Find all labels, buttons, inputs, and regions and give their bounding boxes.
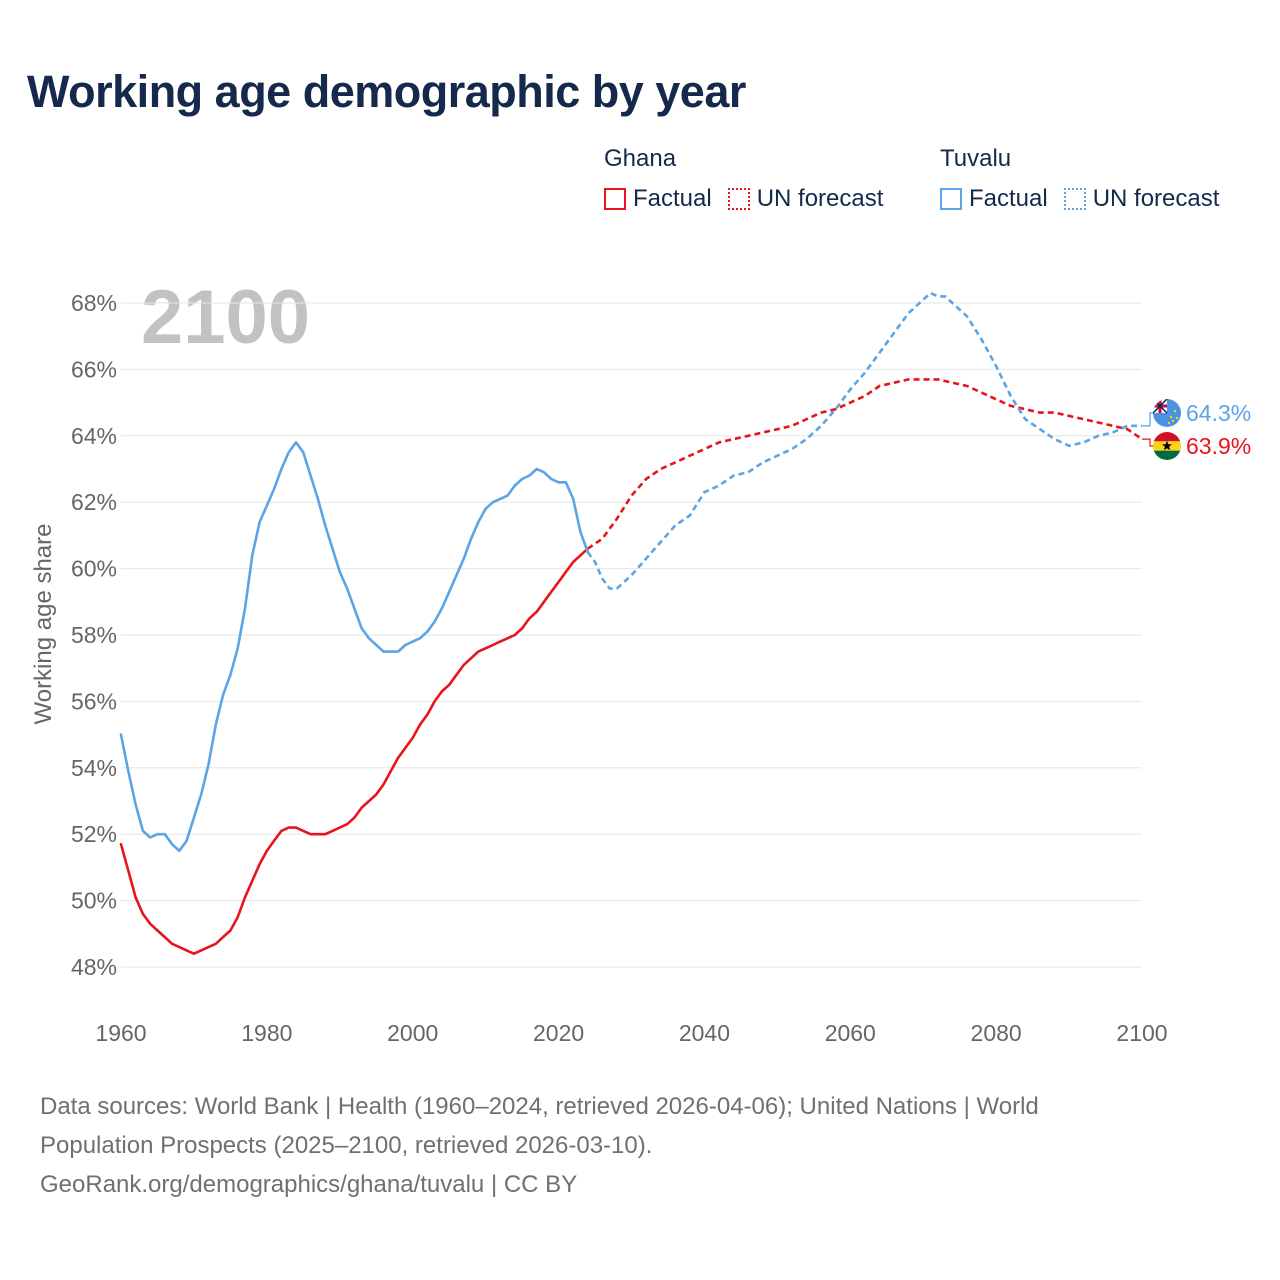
y-tick-label: 64% xyxy=(71,423,117,449)
tuvalu-end-value-label: 64.3% xyxy=(1186,400,1251,426)
source-note: Data sources: World Bank | Health (1960–… xyxy=(40,1087,1250,1204)
legend-item-ghana-factual[interactable]: Factual xyxy=(604,185,712,213)
x-tick-label: 2080 xyxy=(971,1020,1022,1046)
y-tick-label: 68% xyxy=(71,290,117,316)
x-tick-label: 2000 xyxy=(387,1020,438,1046)
legend-label: UN forecast xyxy=(1092,185,1220,212)
tuvalu-forecast-line xyxy=(586,291,1142,590)
y-tick-label: 62% xyxy=(71,489,117,515)
ghana-flag-icon xyxy=(1153,432,1181,460)
x-tick-label: 2060 xyxy=(825,1020,876,1046)
y-tick-label: 50% xyxy=(71,888,117,914)
source-line-3[interactable]: GeoRank.org/demographics/ghana/tuvalu | … xyxy=(40,1171,578,1198)
tuvalu-end-connector xyxy=(1142,412,1154,427)
x-tick-label: 2020 xyxy=(533,1020,584,1046)
x-tick-label: 2040 xyxy=(679,1020,730,1046)
ghana-forecast-line xyxy=(586,378,1143,550)
tuvalu-flag-icon xyxy=(1153,399,1181,427)
y-tick-label: 66% xyxy=(71,356,117,382)
x-tick-label: 2100 xyxy=(1116,1020,1167,1046)
y-tick-label: 52% xyxy=(71,821,117,847)
y-tick-label: 54% xyxy=(71,755,117,781)
series-layer xyxy=(119,291,1143,955)
ghana-end-connector xyxy=(1142,438,1154,447)
legend-country-ghana: Ghana xyxy=(604,145,677,172)
legend-country-tuvalu: Tuvalu xyxy=(940,145,1012,172)
chart-title: Working age demographic by year xyxy=(27,66,746,117)
legend-swatch-dotted-icon xyxy=(1063,188,1086,210)
legend-label: Factual xyxy=(969,185,1048,212)
legend-label: UN forecast xyxy=(756,185,884,212)
line-chart: 2100 48% 50% 52% 54% 56% 58% 60% 62% 64% 66% 68% 19… xyxy=(30,275,1251,1046)
x-tick-label: 1980 xyxy=(241,1020,292,1046)
grid-layer xyxy=(121,302,1142,968)
legend-swatch-solid-icon xyxy=(604,188,626,210)
legend-group-tuvalu: Tuvalu Factual UN forecast xyxy=(940,142,1219,216)
tuvalu-factual-line xyxy=(119,441,589,853)
axis-layer: 48% 50% 52% 54% 56% 58% 60% 62% 64% 66% 68% 1960 198… xyxy=(30,290,1168,1046)
source-line-2: Population Prospects (2025–2100, retriev… xyxy=(40,1132,653,1159)
x-tick-label: 1960 xyxy=(95,1020,146,1046)
legend-swatch-dotted-icon xyxy=(727,188,750,210)
source-line-1: Data sources: World Bank | Health (1960–… xyxy=(40,1093,1039,1120)
legend-item-tuvalu-forecast[interactable]: UN forecast xyxy=(1063,185,1220,213)
y-tick-label: 56% xyxy=(71,688,117,714)
year-label: 2100 xyxy=(141,275,310,360)
ghana-factual-line xyxy=(119,547,589,955)
y-tick-label: 48% xyxy=(71,954,117,980)
end-label-layer: 63.9% 64.3% xyxy=(1142,399,1251,460)
y-tick-label: 58% xyxy=(71,622,117,648)
legend-swatch-solid-icon xyxy=(940,188,962,210)
legend-item-tuvalu-factual[interactable]: Factual xyxy=(940,185,1048,213)
ghana-end-value-label: 63.9% xyxy=(1186,433,1251,459)
legend-item-ghana-forecast[interactable]: UN forecast xyxy=(727,185,884,213)
y-axis-label: Working age share xyxy=(30,524,57,725)
y-tick-label: 60% xyxy=(71,556,117,582)
legend-group-ghana: Ghana Factual UN forecast xyxy=(604,142,883,216)
legend-label: Factual xyxy=(633,185,712,212)
